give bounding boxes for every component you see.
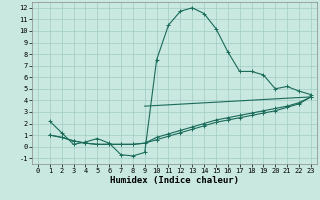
- X-axis label: Humidex (Indice chaleur): Humidex (Indice chaleur): [110, 176, 239, 185]
